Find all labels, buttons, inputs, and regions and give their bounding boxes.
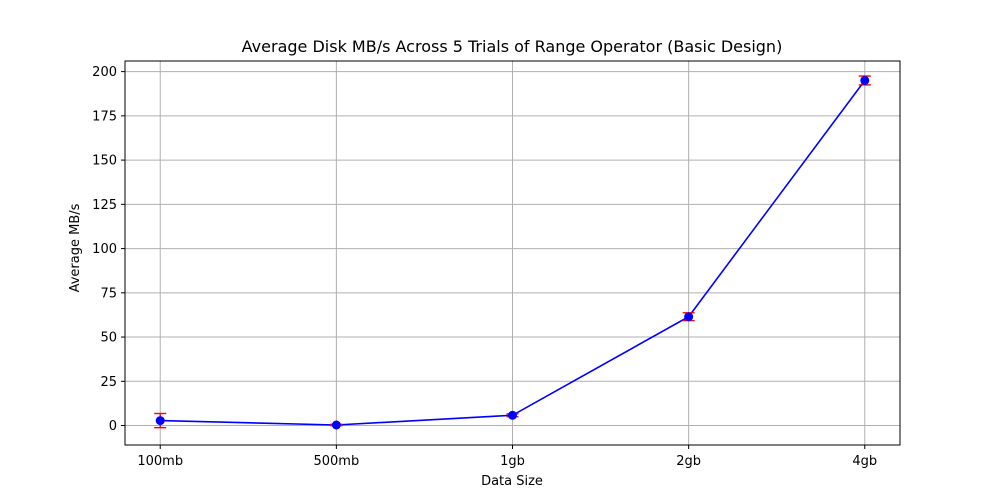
y-tick-label: 0 bbox=[109, 419, 117, 434]
ticks-layer: 100mb 500mb 1gb 2gb 4gb 0 25 50 75 100 125 150 175 20… bbox=[92, 65, 877, 469]
y-tick-label: 100 bbox=[92, 242, 117, 257]
series-layer bbox=[154, 75, 871, 430]
x-axis-label: Data Size bbox=[481, 474, 543, 489]
y-tick-label: 200 bbox=[92, 65, 117, 80]
data-point bbox=[155, 416, 165, 426]
y-axis-label: Average MB/s bbox=[68, 203, 83, 292]
data-point bbox=[508, 410, 517, 420]
y-tick-label: 50 bbox=[100, 331, 117, 346]
y-tick-label: 75 bbox=[100, 286, 117, 301]
x-tick-label: 100mb bbox=[137, 454, 183, 469]
y-tick-label: 175 bbox=[92, 109, 117, 124]
data-point bbox=[331, 420, 341, 430]
data-point bbox=[684, 312, 694, 322]
y-tick-label: 125 bbox=[92, 198, 117, 213]
x-tick-label: 1gb bbox=[500, 454, 525, 469]
y-tick-label: 150 bbox=[92, 154, 117, 169]
chart-title: Average Disk MB/s Across 5 Trials of Ran… bbox=[242, 37, 783, 56]
grid-layer bbox=[125, 61, 900, 445]
x-tick-label: 2gb bbox=[676, 454, 701, 469]
y-tick-label: 25 bbox=[100, 375, 117, 390]
data-point bbox=[860, 75, 870, 85]
x-tick-label: 500mb bbox=[313, 454, 359, 469]
x-tick-label: 4gb bbox=[852, 454, 877, 469]
